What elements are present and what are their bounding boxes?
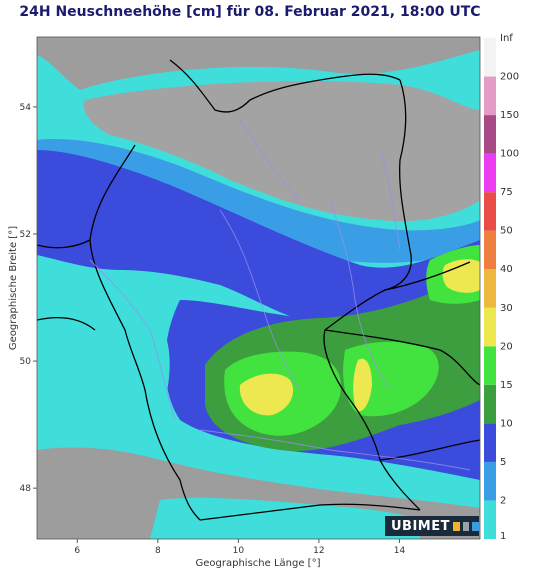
y-axis-label: Geographische Breite [°] [8,226,19,350]
legend-level-label: 150 [500,110,519,121]
legend-level-label: 5 [500,457,506,468]
logo-drop-icon [472,521,480,531]
map-title: 24H Neuschneehöhe [cm] für 08. Februar 2… [19,4,481,20]
legend-level-label: Inf [500,33,513,44]
legend-level-label: 1 [500,531,506,542]
y-tick-label: 54 [20,103,32,113]
legend-swatch [484,192,496,231]
legend-swatch [484,115,496,154]
x-axis-label: Geographische Länge [°] [196,558,321,569]
legend-level-label: 30 [500,303,513,314]
snow-zone-2cm-north [37,139,480,263]
legend-level-label: 200 [500,72,519,83]
x-tick-label: 12 [313,546,324,556]
legend-level-label: 50 [500,226,513,237]
map-plot-area [37,37,480,539]
legend-swatch [484,307,496,347]
legend-level-label: 10 [500,418,513,429]
legend-swatch [484,38,496,77]
legend-swatch [484,461,496,501]
legend-level-label: 2 [500,495,506,506]
legend-level-label: 100 [500,149,519,160]
snow-zone-5cm-band [37,150,480,330]
y-axis-ticks: 54 52 50 48 [20,103,37,494]
y-tick-label: 52 [20,230,31,240]
country-borders [37,59,480,521]
legend-swatch [484,423,496,462]
legend-level-label: 75 [500,187,513,198]
no-snow-north [37,37,480,90]
logo-sun-icon [453,521,460,531]
legend-swatch [484,384,496,424]
legend-level-label: 20 [500,341,513,352]
snow-zone-20cm-east [353,358,372,412]
x-tick-label: 8 [155,546,161,556]
x-tick-label: 6 [74,546,80,556]
y-tick-label: 50 [20,357,32,367]
color-legend: 1 2 5 10 15 20 30 40 50 75 100 150 200 Inf [484,33,519,542]
snow-zone-alps [150,497,420,539]
snow-zone-1cm-west [37,270,170,485]
snow-zone-20cm [239,373,294,416]
no-snow-north-central [83,80,480,222]
map-frame [36,36,481,540]
legend-swatch [484,230,496,270]
legend-swatch [484,346,496,385]
x-axis-ticks: 6 8 10 12 14 [74,539,405,556]
y-tick-label: 48 [20,484,32,494]
legend-level-label: 40 [500,264,513,275]
legend-swatch [484,500,496,539]
rivers [89,119,471,471]
ubimet-logo: UBIMET [385,516,480,536]
legend-swatch [484,76,496,116]
legend-swatch [484,153,496,193]
logo-text: UBIMET [391,518,450,534]
legend-level-label: 15 [500,380,513,391]
logo-cloud-icon [462,521,470,531]
x-tick-label: 10 [233,546,245,556]
x-tick-label: 14 [394,546,406,556]
legend-swatch [484,269,496,308]
snow-zone-20cm-northeast [442,259,480,293]
